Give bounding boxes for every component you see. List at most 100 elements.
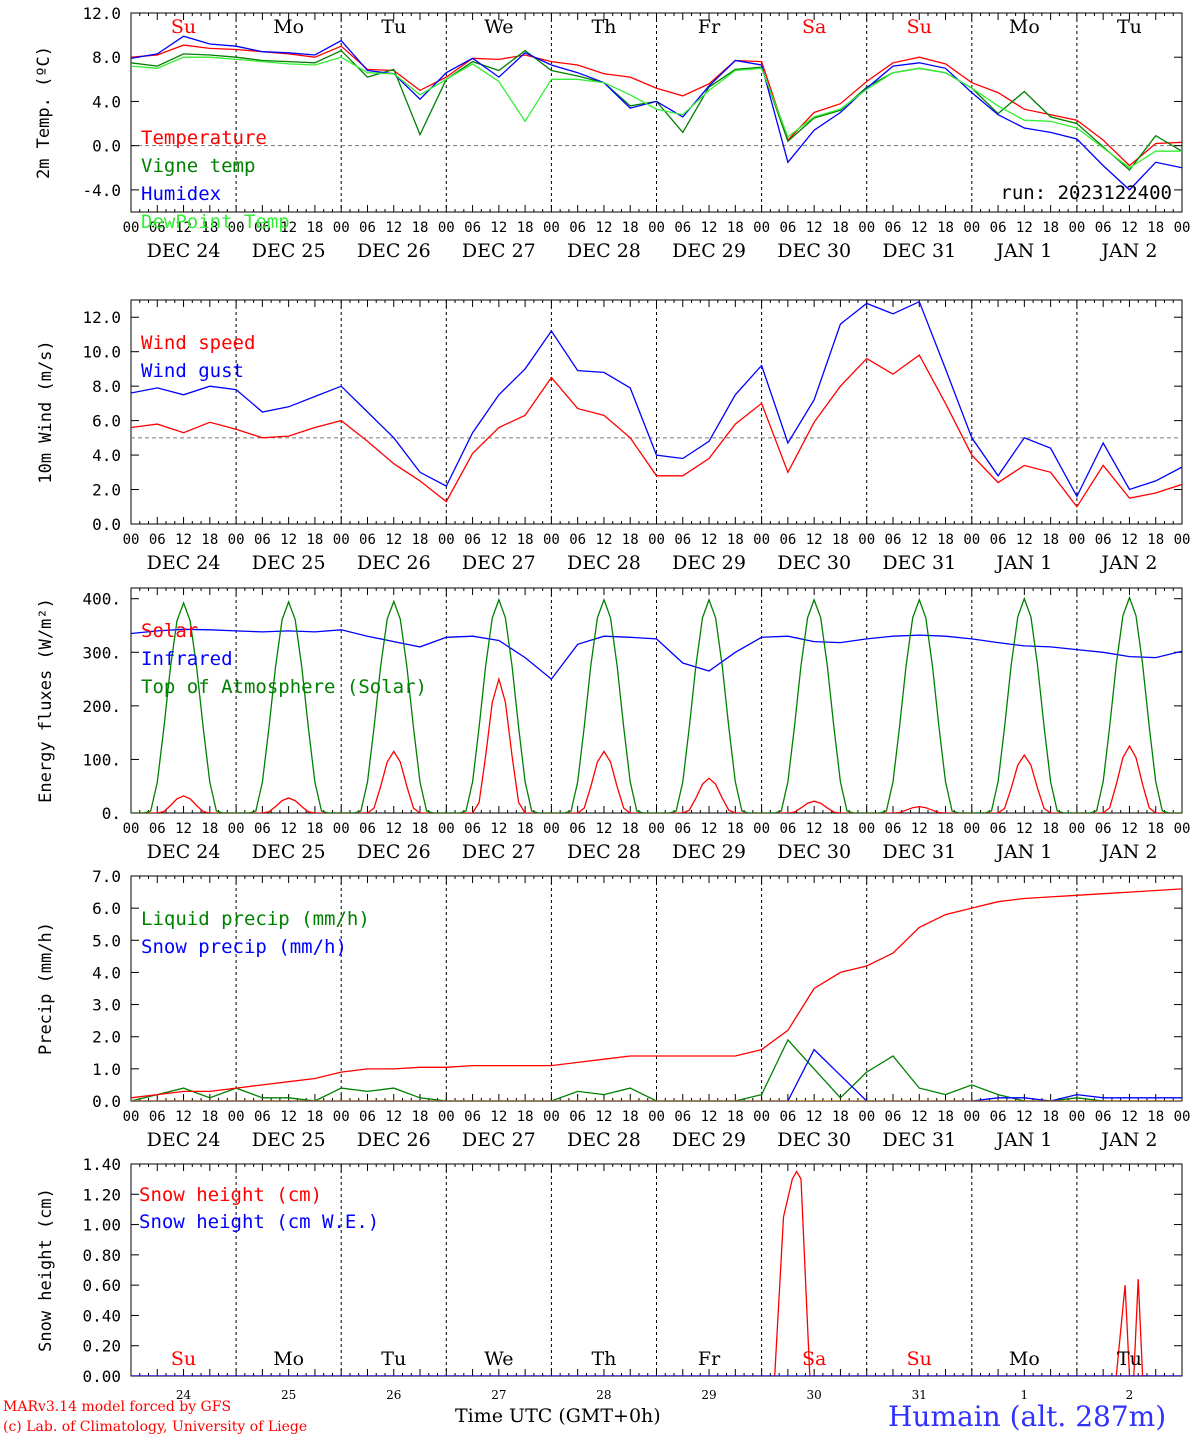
series-solar: [131, 676, 1182, 813]
y-axis-label: Snow height (cm): [36, 1188, 56, 1352]
x-day-label: JAN 2: [1099, 552, 1157, 574]
y-tick-label: 10.0: [82, 343, 121, 362]
x-hour-label: 12: [596, 1109, 613, 1125]
x-hour-label: 12: [280, 821, 297, 837]
x-hour-label: 00: [333, 532, 350, 548]
x-hour-label: 18: [412, 1109, 429, 1125]
x-hour-label: 00: [333, 821, 350, 837]
x-hour-label: 12: [175, 1109, 192, 1125]
x-hour-label: 00: [648, 1109, 665, 1125]
legend-entry: Snow precip (mm/h): [141, 936, 347, 958]
x-hour-label: 00: [858, 821, 875, 837]
x-hour-label: 06: [149, 220, 166, 236]
x-hour-label: 00: [1174, 532, 1191, 548]
weekday-label: Su: [171, 1348, 196, 1370]
x-hour-label: 00: [438, 220, 455, 236]
x-hour-label: 00: [648, 821, 665, 837]
x-hour-label: 06: [1095, 220, 1112, 236]
y-tick-label: -4.0: [82, 181, 121, 200]
x-day-label: DEC 25: [252, 841, 326, 863]
x-hour-label: 00: [123, 1109, 140, 1125]
x-hour-label: 18: [622, 1109, 639, 1125]
x-hour-label: 06: [569, 1109, 586, 1125]
x-hour-label: 12: [806, 220, 823, 236]
x-hour-label: 06: [674, 821, 691, 837]
x-hour-label: 06: [464, 220, 481, 236]
x-day-label: DEC 26: [357, 1129, 431, 1151]
y-tick-label: 3.0: [92, 996, 121, 1015]
x-hour-label: 12: [1016, 220, 1033, 236]
x-day-label: DEC 24: [147, 240, 221, 262]
weekday-label: Mo: [1009, 1348, 1040, 1370]
x-day-label: DEC 27: [462, 552, 536, 574]
x-hour-label: 12: [385, 220, 402, 236]
y-axis-label: 2m Temp. (ºC): [34, 46, 54, 179]
y-tick-label: 2.0: [92, 1028, 121, 1047]
x-hour-label: 12: [911, 1109, 928, 1125]
station-label: Humain (alt. 287m): [888, 1400, 1167, 1433]
x-hour-label: 18: [306, 220, 323, 236]
x-hour-label: 12: [385, 532, 402, 548]
run-label: run: 2023122400: [1000, 182, 1172, 204]
model-credit: MARv3.14 model forced by GFS: [3, 1399, 232, 1415]
series-top-of-atmosphere-solar-: [131, 595, 1182, 813]
x-hour-label: 18: [937, 532, 954, 548]
x-hour-label: 06: [149, 532, 166, 548]
x-day-label: DEC 28: [567, 552, 641, 574]
x-day-label: DEC 24: [147, 552, 221, 574]
weekday-label: Sa: [802, 1348, 826, 1370]
series-total-cumulated-cm-: [131, 888, 1182, 1099]
x-hour-label: 06: [674, 220, 691, 236]
weekday-label: Tu: [1117, 1348, 1142, 1370]
x-hour-label: 18: [412, 532, 429, 548]
x-hour-label: 18: [201, 220, 218, 236]
weekday-label: Su: [907, 1348, 932, 1370]
x-hour-label: 18: [622, 532, 639, 548]
y-tick-label: 6.0: [92, 412, 121, 431]
x-hour-label: 00: [123, 821, 140, 837]
x-hour-label: 12: [1121, 220, 1138, 236]
x-day-label: DEC 29: [672, 552, 746, 574]
x-hour-label: 06: [990, 821, 1007, 837]
x-hour-label: 00: [123, 532, 140, 548]
weekday-label: Sa: [802, 16, 826, 38]
weekday-label: Th: [591, 16, 616, 38]
series-snow-height-cm-: [131, 1170, 1182, 1376]
legend-entry: Snow height (cm): [139, 1184, 322, 1206]
y-axis-label: Energy fluxes (W/m²): [36, 598, 56, 803]
x-day-label: DEC 29: [672, 1129, 746, 1151]
y-tick-label: 100.: [82, 750, 121, 769]
y-tick-label: 0.: [102, 804, 121, 823]
x-hour-label: 00: [333, 220, 350, 236]
x-hour-label: 18: [1042, 220, 1059, 236]
x-day-label: DEC 31: [882, 1129, 956, 1151]
x-hour-label: 18: [517, 1109, 534, 1125]
panel-1: [130, 12, 1183, 213]
x-hour-label: 18: [1042, 821, 1059, 837]
x-hour-label: 12: [701, 1109, 718, 1125]
x-day-label: DEC 28: [567, 1129, 641, 1151]
x-hour-label: 06: [779, 220, 796, 236]
y-tick-label: 0.0: [92, 1092, 121, 1111]
weekday-label: Mo: [273, 1348, 304, 1370]
x-day-label: DEC 26: [357, 552, 431, 574]
x-hour-label: 12: [175, 821, 192, 837]
snow-day-number: 29: [701, 1388, 716, 1400]
x-hour-label: 00: [753, 821, 770, 837]
x-hour-label: 18: [937, 1109, 954, 1125]
y-tick-label: 0.0: [92, 137, 121, 156]
weekday-label: We: [484, 16, 513, 38]
x-hour-label: 18: [1147, 821, 1164, 837]
weekday-label: Mo: [273, 16, 304, 38]
weekday-label: Fr: [698, 1348, 721, 1370]
x-hour-label: 18: [1042, 532, 1059, 548]
x-hour-label: 12: [490, 821, 507, 837]
x-day-label: JAN 1: [994, 552, 1052, 574]
weekday-label: We: [484, 1348, 513, 1370]
y-tick-label: 4.0: [92, 92, 121, 111]
x-hour-label: 12: [701, 220, 718, 236]
x-day-label: JAN 1: [994, 1129, 1052, 1151]
x-day-label: DEC 27: [462, 240, 536, 262]
x-day-label: DEC 29: [672, 240, 746, 262]
y-tick-label: 1.0: [92, 1060, 121, 1079]
